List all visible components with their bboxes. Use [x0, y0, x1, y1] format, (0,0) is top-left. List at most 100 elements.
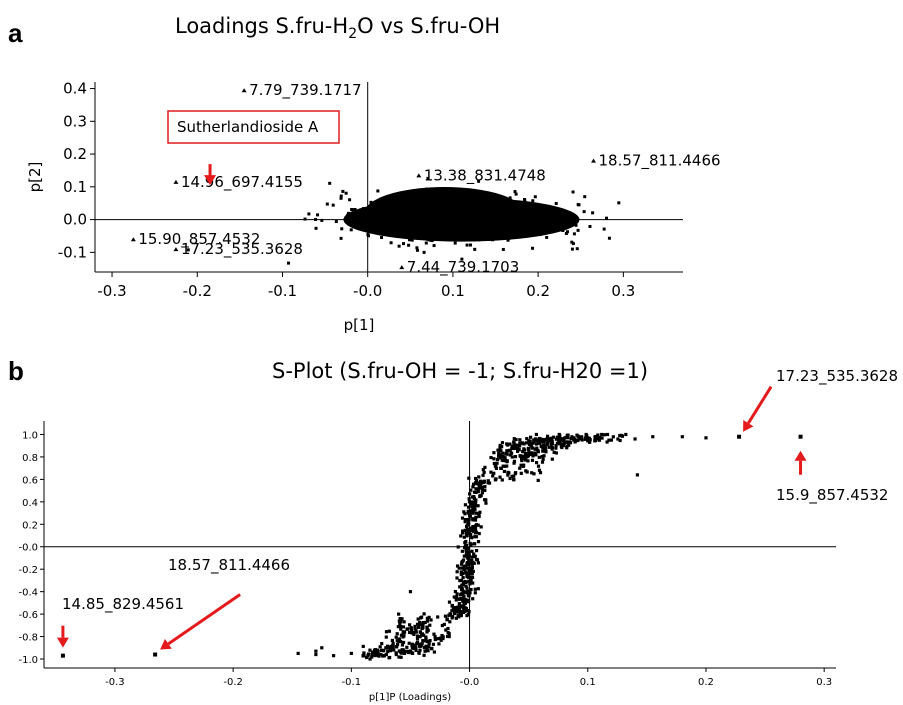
splot-point: [499, 466, 503, 471]
splot-point: [414, 630, 418, 634]
splot-point: [387, 656, 391, 660]
splot-point: [401, 625, 406, 629]
splot-point: [448, 620, 452, 624]
loading-point: [450, 212, 454, 216]
splot-point: [494, 466, 499, 470]
loading-point: [341, 189, 345, 193]
splot-point: [513, 446, 518, 450]
splot-point: [576, 438, 580, 443]
splot-point: [402, 630, 407, 634]
splot-point: [618, 433, 622, 438]
splot-point: [473, 499, 477, 504]
loading-point: [471, 210, 475, 214]
loading-point: [441, 215, 445, 219]
loading-point: [526, 204, 530, 208]
loading-point: [463, 212, 467, 216]
loading-point: [489, 214, 493, 218]
splot-outlier: [538, 471, 543, 475]
loading-point: [488, 227, 492, 231]
loading-point: [513, 190, 517, 194]
splot-point: [536, 464, 541, 468]
splot-point: [468, 591, 472, 595]
splot-point: [454, 598, 458, 602]
loading-point: [418, 206, 422, 210]
loading-point: [576, 228, 580, 232]
loading-point: [510, 210, 514, 214]
splot-point: [521, 449, 525, 454]
loading-point: [510, 223, 514, 227]
loading-point: [435, 208, 439, 212]
splot-point: [439, 638, 443, 642]
loading-marker: [173, 247, 179, 252]
loading-point: [404, 229, 408, 233]
loading-point: [570, 222, 574, 226]
loading-point: [513, 235, 517, 239]
splot-point: [456, 545, 460, 549]
splot-point: [410, 651, 415, 655]
splot-point: [422, 612, 426, 616]
loading-point: [450, 226, 454, 230]
loading-point: [442, 203, 446, 207]
splot-point: [459, 578, 464, 582]
loading-point: [383, 215, 387, 219]
splot-point: [423, 620, 427, 625]
loading-point: [480, 216, 484, 220]
loading-point: [415, 234, 419, 238]
loading-marker: [241, 88, 247, 93]
splot-point: [528, 439, 532, 443]
splot-point: [399, 655, 403, 659]
loading-point: [380, 203, 384, 207]
splot-point: [551, 435, 556, 439]
splot-point: [401, 640, 406, 645]
loading-point: [469, 235, 473, 239]
splot-point: [481, 473, 485, 477]
splot-point: [415, 622, 420, 626]
loading-point: [357, 217, 361, 221]
splot-point: [489, 470, 493, 474]
splot-point: [508, 449, 512, 453]
loading-point: [484, 201, 488, 205]
loading-point: [477, 195, 481, 199]
splot-point: [458, 605, 462, 609]
loading-point: [461, 222, 465, 226]
splot-point: [384, 652, 388, 657]
splot-point: [480, 485, 484, 489]
splot-point: [476, 561, 481, 565]
loading-point: [438, 215, 442, 219]
loading-point: [459, 216, 463, 220]
x-tick-label: -0.1: [342, 677, 362, 688]
splot-point: [588, 440, 592, 444]
splot-point: [418, 635, 422, 639]
splot-point: [463, 541, 467, 545]
loading-point: [548, 210, 552, 214]
loading-point: [394, 231, 398, 235]
point-label: 15.90_857.4532: [138, 230, 260, 249]
splot-point: [493, 464, 497, 468]
splot-point: [462, 510, 466, 514]
loading-point: [414, 222, 418, 226]
splot-point: [392, 648, 396, 652]
splot-point: [399, 633, 404, 637]
loading-point: [484, 214, 488, 218]
loading-point: [396, 212, 400, 216]
loading-point: [445, 208, 449, 212]
loading-point: [448, 223, 452, 227]
loading-point: [365, 214, 369, 218]
splot-point: [466, 589, 470, 593]
panel-a-title: Loadings S.fru-H2O vs S.fru-OH: [175, 14, 500, 42]
splot-point: [425, 619, 430, 623]
loading-point: [507, 236, 511, 240]
splot-point: [421, 639, 425, 643]
splot-point: [471, 560, 475, 564]
loading-point: [497, 210, 501, 214]
splot-point: [427, 615, 431, 619]
loading-point: [468, 225, 472, 229]
splot-point: [583, 436, 587, 440]
splot-point: [467, 579, 471, 583]
splot-point: [462, 565, 466, 569]
loading-point: [426, 219, 430, 223]
loading-point: [497, 226, 501, 230]
loading-point: [520, 202, 524, 206]
point-label: 18.57_811.4466: [599, 152, 721, 171]
splot-point: [463, 590, 468, 594]
